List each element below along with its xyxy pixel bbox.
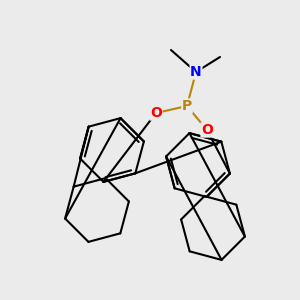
Text: O: O bbox=[201, 123, 213, 137]
Text: O: O bbox=[150, 106, 162, 120]
Text: P: P bbox=[182, 99, 192, 113]
Text: N: N bbox=[190, 65, 202, 79]
